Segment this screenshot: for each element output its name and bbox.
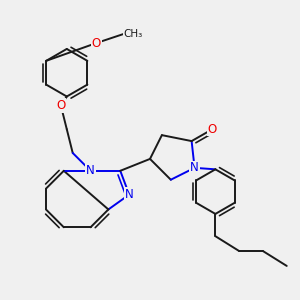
Text: CH₃: CH₃ (123, 29, 142, 39)
Text: O: O (56, 99, 65, 112)
Text: N: N (125, 188, 134, 201)
Text: O: O (92, 37, 101, 50)
Text: N: N (190, 161, 199, 174)
Text: N: N (86, 164, 95, 177)
Text: O: O (208, 123, 217, 136)
